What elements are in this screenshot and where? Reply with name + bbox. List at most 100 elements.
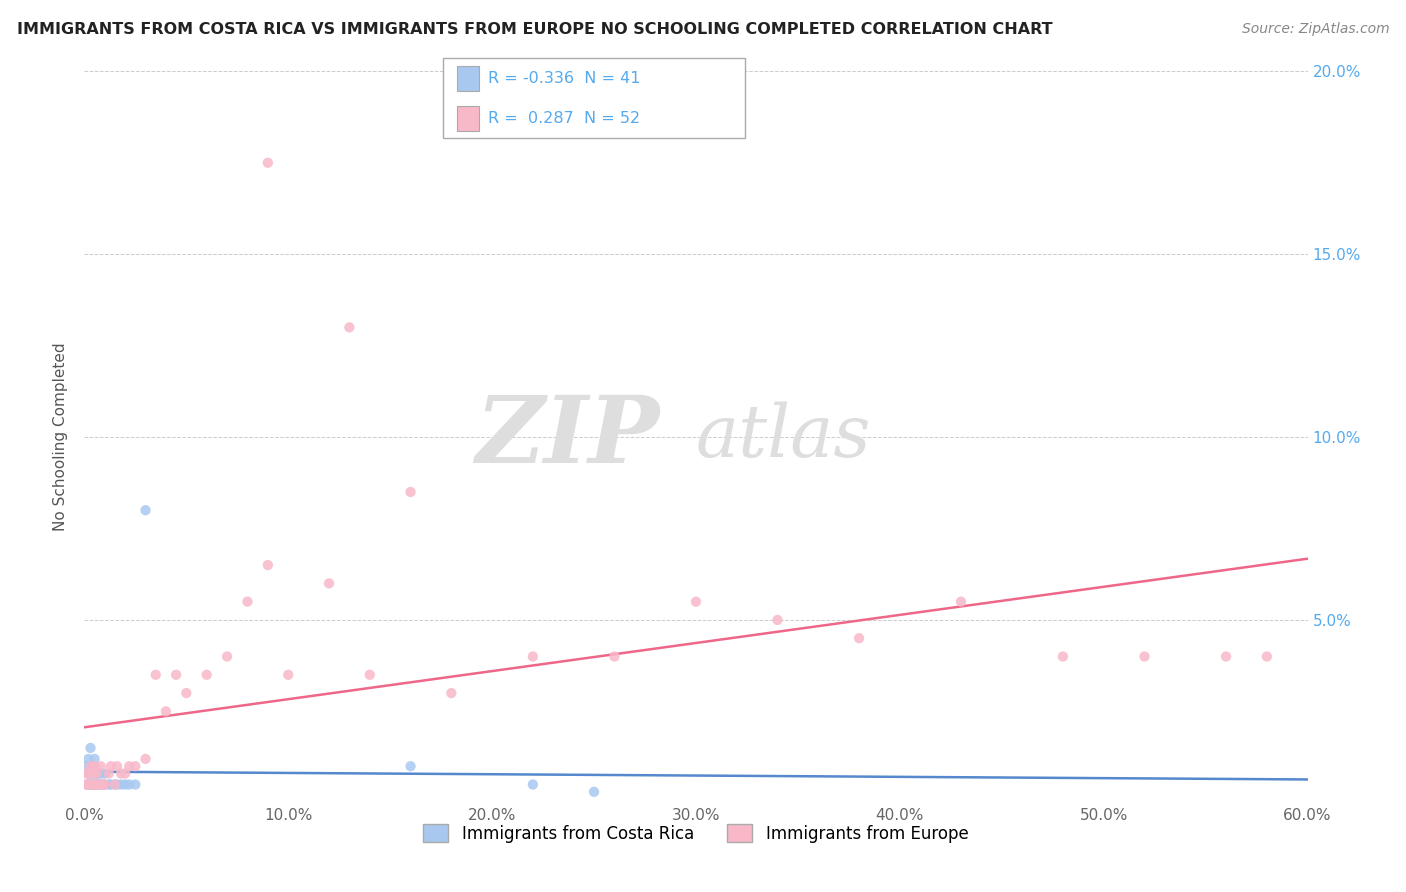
Point xyxy=(79,778,101,792)
Point xyxy=(90,778,112,792)
Point xyxy=(1215,649,1237,664)
Point xyxy=(104,778,127,792)
Point xyxy=(217,649,239,664)
Text: R =  0.287  N = 52: R = 0.287 N = 52 xyxy=(488,111,640,126)
Point xyxy=(766,613,789,627)
Point xyxy=(82,778,104,792)
Point xyxy=(91,778,114,792)
Point xyxy=(75,778,97,792)
Point xyxy=(82,759,104,773)
Point xyxy=(339,320,361,334)
Point xyxy=(318,576,340,591)
Point xyxy=(77,752,100,766)
Point xyxy=(118,778,141,792)
Y-axis label: No Schooling Completed: No Schooling Completed xyxy=(53,343,69,532)
Point xyxy=(86,766,108,780)
Point xyxy=(86,766,108,780)
Point xyxy=(583,785,606,799)
Point xyxy=(90,766,112,780)
Point xyxy=(82,778,104,792)
Point xyxy=(75,759,97,773)
Point xyxy=(950,594,973,608)
Point xyxy=(257,558,280,573)
Point xyxy=(79,740,101,755)
Point xyxy=(93,766,115,780)
Point xyxy=(1052,649,1074,664)
Point xyxy=(82,766,104,780)
Point xyxy=(97,778,120,792)
Point xyxy=(277,667,299,681)
Text: ZIP: ZIP xyxy=(475,392,659,482)
Point xyxy=(522,649,544,664)
Point xyxy=(359,667,381,681)
Point xyxy=(77,778,100,792)
Point xyxy=(82,778,104,792)
Point xyxy=(110,766,132,780)
Point xyxy=(685,594,707,608)
Point xyxy=(522,778,544,792)
Point xyxy=(77,766,100,780)
Point xyxy=(1256,649,1278,664)
Point xyxy=(87,766,110,780)
Point xyxy=(90,778,112,792)
Point xyxy=(399,759,422,773)
Point xyxy=(165,667,187,681)
Point xyxy=(145,667,167,681)
Point xyxy=(1133,649,1156,664)
Text: Source: ZipAtlas.com: Source: ZipAtlas.com xyxy=(1241,22,1389,37)
Point xyxy=(86,778,108,792)
Point xyxy=(87,778,110,792)
Point xyxy=(195,667,218,681)
Point xyxy=(93,778,115,792)
Point xyxy=(603,649,626,664)
Point xyxy=(83,766,105,780)
Point xyxy=(79,778,101,792)
Point xyxy=(77,778,100,792)
Point xyxy=(105,778,128,792)
Point xyxy=(77,778,100,792)
Point xyxy=(83,778,105,792)
Point xyxy=(848,632,870,646)
Point xyxy=(236,594,259,608)
Point xyxy=(135,752,157,766)
Point xyxy=(83,759,105,773)
Point xyxy=(86,778,108,792)
Point xyxy=(440,686,463,700)
Point xyxy=(257,156,280,170)
Point xyxy=(87,778,110,792)
Point xyxy=(124,778,146,792)
Point xyxy=(93,778,115,792)
Point xyxy=(174,686,197,700)
Point xyxy=(91,778,114,792)
Point xyxy=(79,778,101,792)
Point xyxy=(155,705,177,719)
Point xyxy=(79,759,101,773)
Point xyxy=(114,778,136,792)
Point xyxy=(124,759,146,773)
Point xyxy=(104,778,127,792)
Point xyxy=(118,759,141,773)
Text: R = -0.336  N = 41: R = -0.336 N = 41 xyxy=(488,70,640,86)
Point xyxy=(83,752,105,766)
Point xyxy=(97,766,120,780)
Point xyxy=(399,485,422,500)
Point xyxy=(114,766,136,780)
Point xyxy=(77,766,100,780)
Point xyxy=(90,759,112,773)
Point xyxy=(79,766,101,780)
Point xyxy=(100,759,122,773)
Legend: Immigrants from Costa Rica, Immigrants from Europe: Immigrants from Costa Rica, Immigrants f… xyxy=(416,818,976,849)
Point xyxy=(83,778,105,792)
Point xyxy=(82,766,104,780)
Point xyxy=(100,778,122,792)
Point xyxy=(75,766,97,780)
Text: IMMIGRANTS FROM COSTA RICA VS IMMIGRANTS FROM EUROPE NO SCHOOLING COMPLETED CORR: IMMIGRANTS FROM COSTA RICA VS IMMIGRANTS… xyxy=(17,22,1053,37)
Point xyxy=(86,778,108,792)
Point xyxy=(83,778,105,792)
Point xyxy=(79,778,101,792)
Point xyxy=(79,759,101,773)
Point xyxy=(110,778,132,792)
Point xyxy=(75,778,97,792)
Text: atlas: atlas xyxy=(696,401,872,473)
Point xyxy=(135,503,157,517)
